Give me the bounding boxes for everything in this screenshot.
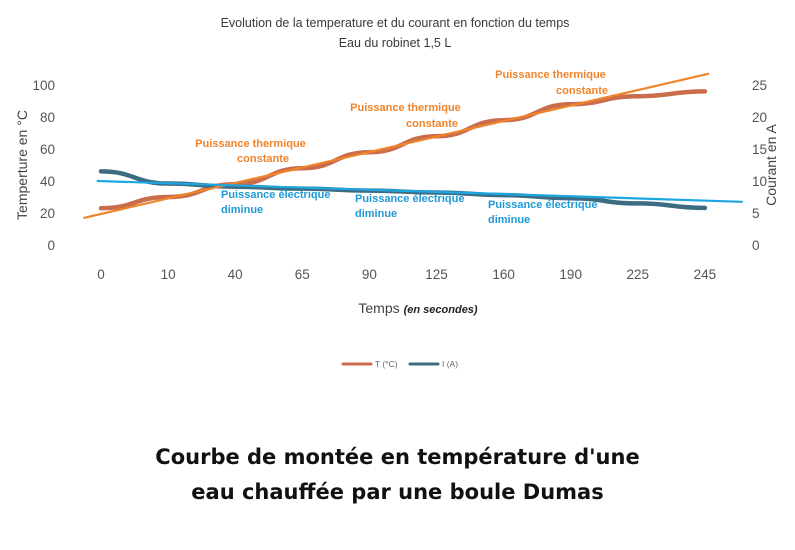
legend-label-current: I (A) (442, 359, 458, 369)
annotation-thermal-1: Puissance thermique constante (195, 138, 309, 165)
annotation-thermal-2-line2: constante (406, 118, 458, 130)
annotation-thermal-2-line1: Puissance thermique (350, 102, 461, 114)
y-right-tick-label: 15 (752, 142, 767, 157)
figure-caption: Courbe de montée en température d'une ea… (0, 440, 795, 510)
x-axis-title: Temps (358, 300, 399, 316)
y-left-tick-label: 80 (40, 110, 55, 125)
y-right-tick-label: 25 (752, 78, 767, 93)
x-tick-label: 90 (362, 267, 377, 282)
annotation-thermal-2: Puissance thermique constante (350, 102, 464, 130)
trend-line-electric (96, 179, 743, 203)
annotation-thermal-1-line1: Puissance thermique (195, 138, 306, 150)
annotations: Puissance thermique constante Puissance … (195, 69, 609, 226)
y-left-tick-label: 40 (40, 174, 55, 189)
x-tick-label: 10 (161, 267, 176, 282)
annotation-electric-2-line1: Puissance électrique (355, 193, 464, 205)
x-tick-label: 225 (627, 267, 650, 282)
trend-line-thermal (83, 72, 710, 219)
x-tick-label: 40 (228, 267, 243, 282)
x-tick-label: 245 (694, 267, 717, 282)
legend-item-temperature: T (°C) (341, 359, 398, 369)
chart-title: Evolution de la temperature et du couran… (221, 16, 570, 30)
y-left-tick-label: 100 (32, 78, 55, 93)
x-tick-label: 190 (559, 267, 582, 282)
trend-lines (83, 72, 743, 219)
legend-item-current: I (A) (408, 359, 458, 369)
x-tick-label: 125 (425, 267, 448, 282)
annotation-electric-2-line2: diminue (355, 208, 397, 220)
annotation-thermal-3-line1: Puissance thermique (495, 69, 606, 81)
annotation-electric-1-line1: Puissance électrique (221, 189, 330, 201)
y-left-tick-label: 20 (40, 206, 55, 221)
annotation-thermal-1-line2: constante (237, 153, 289, 165)
y-left-tick-label: 60 (40, 142, 55, 157)
caption-line-1: Courbe de montée en température d'une (155, 445, 640, 469)
x-axis-ticks: 0 10 40 65 90 125 160 190 225 245 (97, 267, 716, 282)
x-tick-label: 65 (295, 267, 310, 282)
annotation-electric-1: Puissance électrique diminue (221, 189, 334, 216)
annotation-electric-2: Puissance électrique diminue (355, 193, 468, 220)
chart-subtitle: Eau du robinet 1,5 L (339, 36, 452, 50)
x-tick-label: 0 (97, 267, 105, 282)
annotation-electric-3: Puissance électrique diminue (488, 199, 601, 226)
annotation-electric-3-line1: Puissance électrique (488, 199, 597, 211)
y-left-tick-label: 0 (47, 238, 55, 253)
legend-label-temperature: T (°C) (375, 359, 398, 369)
x-tick-label: 160 (492, 267, 515, 282)
y-right-tick-label: 20 (752, 110, 767, 125)
x-axis-unit-note: (en secondes) (404, 304, 478, 316)
y-axis-left-ticks: 0 20 40 60 80 100 (32, 78, 55, 253)
x-axis-title-group: Temps (en secondes) (358, 300, 478, 316)
caption-line-2: eau chauffée par une boule Dumas (191, 480, 604, 504)
annotation-electric-3-line2: diminue (488, 214, 530, 226)
y-right-tick-label: 0 (752, 238, 760, 253)
y-right-tick-label: 5 (752, 206, 760, 221)
y-right-tick-label: 10 (752, 174, 767, 189)
annotation-thermal-3: Puissance thermique constante (495, 69, 609, 97)
y-axis-left-title: Temperture en °C (14, 110, 30, 220)
y-axis-right-ticks: 0 5 10 15 20 25 (752, 78, 767, 253)
chart: Evolution de la temperature et du couran… (14, 16, 779, 369)
annotation-electric-1-line2: diminue (221, 204, 263, 216)
annotation-thermal-3-line2: constante (556, 85, 608, 97)
legend: T (°C) I (A) (341, 359, 458, 369)
y-axis-right-title: Courant en A (763, 123, 779, 205)
